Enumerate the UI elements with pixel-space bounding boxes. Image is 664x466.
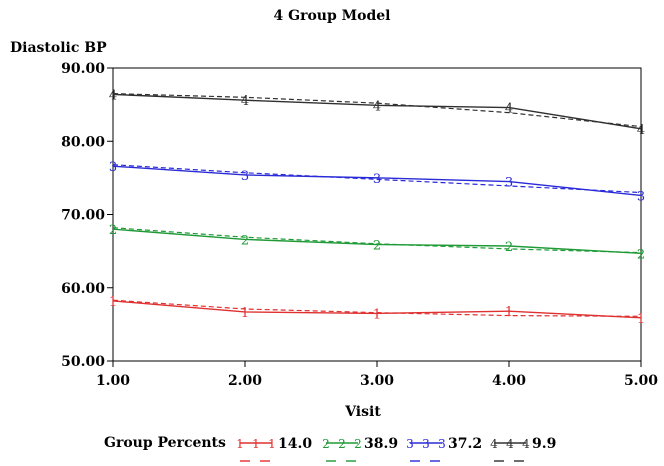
data-point-marker: 2 [505,240,513,255]
legend-marker: 1 [252,437,260,451]
data-point-marker: 3 [505,176,513,191]
legend-marker: 3 [406,437,414,451]
legend-title: Group Percents [104,435,226,451]
legend-marker: 2 [322,437,330,451]
legend-marker: 2 [354,437,362,451]
y-axis-label: Diastolic BP [10,40,107,56]
data-point-marker: 1 [109,295,117,310]
data-point-marker: 1 [637,312,645,327]
data-point-marker: 2 [241,233,249,248]
series-line [112,165,642,197]
y-tick-label: 90.00 [61,61,105,77]
legend-label: 14.0 [278,436,312,452]
y-tick-label: 70.00 [61,208,105,224]
data-point-marker: 3 [109,160,117,175]
legend-marker: 1 [268,437,276,451]
legend-label: 9.9 [532,436,556,452]
data-point-marker: 4 [505,102,513,117]
series-line [112,93,642,130]
y-tick-label: 60.00 [61,281,105,297]
chart-title: 4 Group Model [273,8,391,24]
data-point-marker: 2 [637,247,645,262]
legend-marker: 3 [422,437,430,451]
series-line [112,228,642,255]
data-point-marker: 4 [109,88,117,103]
x-tick-label: 1.00 [96,373,130,389]
x-tick-label: 3.00 [360,373,394,389]
legend-label: 38.9 [364,436,398,452]
series-fitted-line [112,164,642,194]
x-tick-label: 2.00 [228,373,262,389]
data-point-marker: 1 [505,305,513,320]
series-fitted-line [112,93,642,128]
legend-marker: 1 [236,437,244,451]
data-point-marker: 3 [637,189,645,204]
series-fitted-line [112,299,642,317]
legend-marker: 4 [490,437,498,451]
data-point-marker: 2 [109,223,117,238]
data-point-marker: 4 [241,94,249,109]
legend-label: 37.2 [448,436,482,452]
data-point-marker: 1 [241,306,249,321]
legend-marker: 4 [506,437,514,451]
data-point-marker: 4 [637,123,645,138]
data-point-marker: 3 [373,172,381,187]
legend-marker: 3 [438,437,446,451]
y-tick-label: 80.00 [61,134,105,150]
series-line [112,300,642,319]
x-axis-label: Visit [345,404,381,420]
y-tick-label: 50.00 [61,354,105,370]
series-fitted-line [112,227,642,254]
x-tick-label: 5.00 [624,373,658,389]
x-tick-label: 4.00 [492,373,526,389]
data-point-marker: 3 [241,169,249,184]
legend-marker: 2 [338,437,346,451]
data-point-marker: 1 [373,307,381,322]
data-point-marker: 2 [373,239,381,254]
data-point-marker: 4 [373,99,381,114]
legend-marker: 4 [522,437,530,451]
